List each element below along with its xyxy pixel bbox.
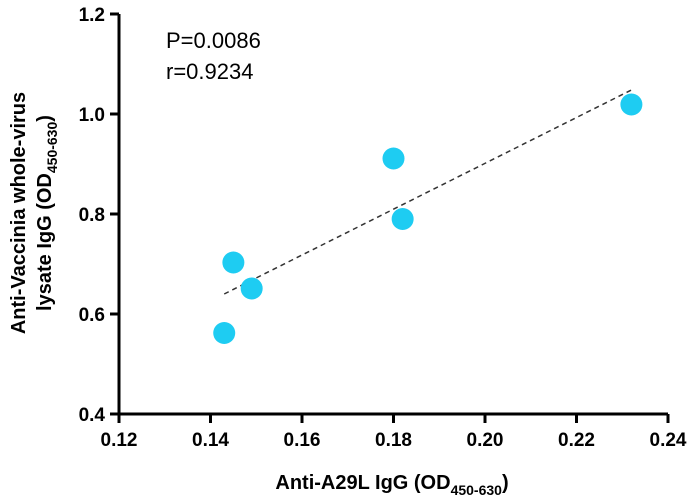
y-tick-label: 0.6 (79, 305, 105, 326)
x-axis-title-subscript: 450-630 (451, 482, 503, 498)
y-axis-title-line2: lysate IgG (OD450-630) (34, 115, 60, 311)
y-axis-title-line1: Anti-Vaccinia whole-virus (8, 92, 30, 334)
r-value-annotation: r=0.9234 (166, 59, 253, 84)
regression-fit-line (223, 89, 632, 295)
ticks-layer: 0.12 0.14 0.16 0.18 0.20 0.22 0.24 0.4 0.6 0.8 1.0… (79, 5, 687, 451)
data-point (213, 322, 236, 344)
x-tick-label: 0.12 (101, 430, 138, 451)
data-point (391, 208, 414, 230)
x-axis-title-main: Anti-A29L IgG (OD (275, 472, 450, 494)
p-value-annotation: P=0.0086 (166, 28, 261, 53)
fit-line-layer (223, 89, 632, 295)
x-axis-title: Anti-A29L IgG (OD450-630) (275, 472, 508, 498)
x-tick-label: 0.16 (284, 430, 321, 451)
x-tick-label: 0.14 (192, 430, 229, 451)
y-axis-title-line2-tail: ) (34, 115, 56, 122)
x-tick-label: 0.18 (375, 430, 412, 451)
x-tick-label: 0.22 (558, 430, 595, 451)
y-axis-title-subscript: 450-630 (44, 122, 60, 174)
y-tick-label: 1.0 (79, 105, 105, 126)
y-tick-label: 0.8 (79, 205, 105, 226)
y-tick-label: 1.2 (79, 5, 105, 26)
y-tick-label: 0.4 (79, 405, 106, 426)
data-point (240, 277, 263, 300)
x-tick-label: 0.24 (650, 430, 687, 451)
y-axis-title-line2-main: lysate IgG (OD (34, 173, 56, 311)
points-layer (213, 93, 643, 344)
x-axis-title-tail: ) (502, 472, 509, 494)
x-tick-label: 0.20 (467, 430, 504, 451)
data-point (382, 147, 405, 170)
data-point (222, 251, 245, 274)
data-point (620, 93, 643, 116)
